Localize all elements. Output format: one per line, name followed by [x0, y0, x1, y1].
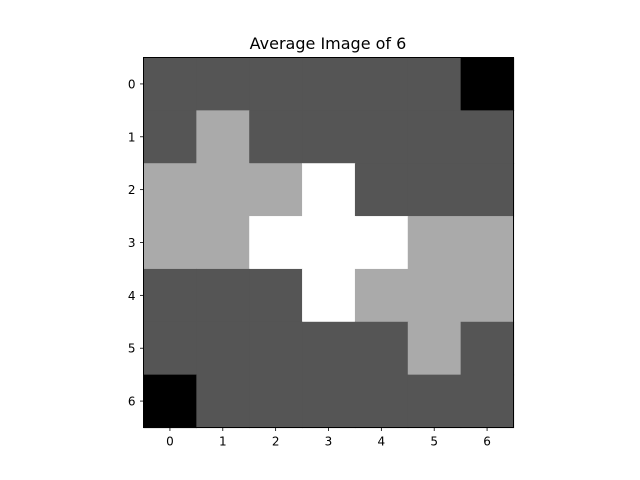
x-tick-label-2: 2 — [272, 435, 280, 449]
y-tick-label-6: 6 — [128, 395, 136, 409]
y-tick-label-3: 3 — [128, 236, 136, 250]
x-tick-label-0: 0 — [166, 435, 174, 449]
heatmap-cell-r1-c3 — [302, 110, 356, 164]
x-tick-label-5: 5 — [430, 435, 438, 449]
heatmap-cell-r1-c4 — [354, 110, 409, 164]
heatmap-cell-r4-c1 — [196, 268, 250, 323]
heatmap-cell-r6-c4 — [354, 374, 409, 429]
heatmap-cell-r3-c0 — [143, 216, 197, 270]
heatmap-cell-r0-c0 — [143, 57, 197, 111]
heatmap-cell-r6-c6 — [460, 374, 515, 429]
heatmap-cell-r3-c2 — [249, 216, 303, 270]
heatmap-cell-r5-c0 — [143, 321, 197, 376]
y-tick-label-5: 5 — [128, 342, 136, 356]
chart-title: Average Image of 6 — [250, 34, 407, 53]
x-tick-label-4: 4 — [378, 435, 386, 449]
heatmap-cell-r2-c3 — [302, 163, 356, 217]
heatmap-cell-r2-c6 — [460, 163, 515, 217]
heatmap-cell-r1-c6 — [460, 110, 515, 164]
heatmap-cell-r3-c1 — [196, 216, 250, 270]
heatmap-cell-r3-c5 — [407, 216, 462, 270]
heatmap-cell-r6-c5 — [407, 374, 462, 429]
heatmap-cell-r4-c0 — [143, 268, 197, 323]
heatmap-cell-r5-c4 — [354, 321, 409, 376]
y-tick-label-0: 0 — [128, 77, 136, 91]
y-tick-label-1: 1 — [128, 130, 136, 144]
heatmap-cell-r1-c1 — [196, 110, 250, 164]
y-axis: 0 1 2 3 4 5 6 — [128, 77, 144, 409]
heatmap-cell-r6-c3 — [302, 374, 356, 429]
heatmap-cell-r2-c2 — [249, 163, 303, 217]
heatmap-cell-r4-c3 — [302, 268, 356, 323]
heatmap-cell-r0-c4 — [354, 57, 409, 111]
heatmap-cell-r1-c2 — [249, 110, 303, 164]
y-tick-label-4: 4 — [128, 289, 136, 303]
heatmap-cell-r0-c3 — [302, 57, 356, 111]
heatmap-cells — [143, 57, 515, 429]
x-tick-label-1: 1 — [219, 435, 227, 449]
heatmap-cell-r6-c0 — [143, 374, 197, 429]
heatmap-cell-r5-c6 — [460, 321, 515, 376]
heatmap-cell-r3-c6 — [460, 216, 515, 270]
heatmap-cell-r2-c5 — [407, 163, 462, 217]
heatmap-cell-r0-c2 — [249, 57, 303, 111]
heatmap-cell-r6-c2 — [249, 374, 303, 429]
x-tick-label-6: 6 — [483, 435, 491, 449]
heatmap-cell-r3-c4 — [354, 216, 409, 270]
heatmap-cell-r0-c1 — [196, 57, 250, 111]
heatmap-cell-r4-c4 — [354, 268, 409, 323]
heatmap-cell-r6-c1 — [196, 374, 250, 429]
heatmap-cell-r2-c1 — [196, 163, 250, 217]
heatmap-cell-r1-c5 — [407, 110, 462, 164]
heatmap-cell-r4-c6 — [460, 268, 515, 323]
heatmap-cell-r4-c2 — [249, 268, 303, 323]
x-tick-label-3: 3 — [325, 435, 333, 449]
heatmap-cell-r5-c3 — [302, 321, 356, 376]
heatmap-cell-r0-c6 — [460, 57, 515, 111]
heatmap-cell-r3-c3 — [302, 216, 356, 270]
heatmap-cell-r5-c2 — [249, 321, 303, 376]
heatmap-cell-r2-c4 — [354, 163, 409, 217]
heatmap-cell-r0-c5 — [407, 57, 462, 111]
heatmap-cell-r1-c0 — [143, 110, 197, 164]
heatmap-cell-r5-c5 — [407, 321, 462, 376]
y-tick-label-2: 2 — [128, 183, 136, 197]
heatmap-cell-r4-c5 — [407, 268, 462, 323]
x-axis: 0 1 2 3 4 5 6 — [166, 427, 491, 449]
heatmap-cell-r5-c1 — [196, 321, 250, 376]
heatmap-cell-r2-c0 — [143, 163, 197, 217]
